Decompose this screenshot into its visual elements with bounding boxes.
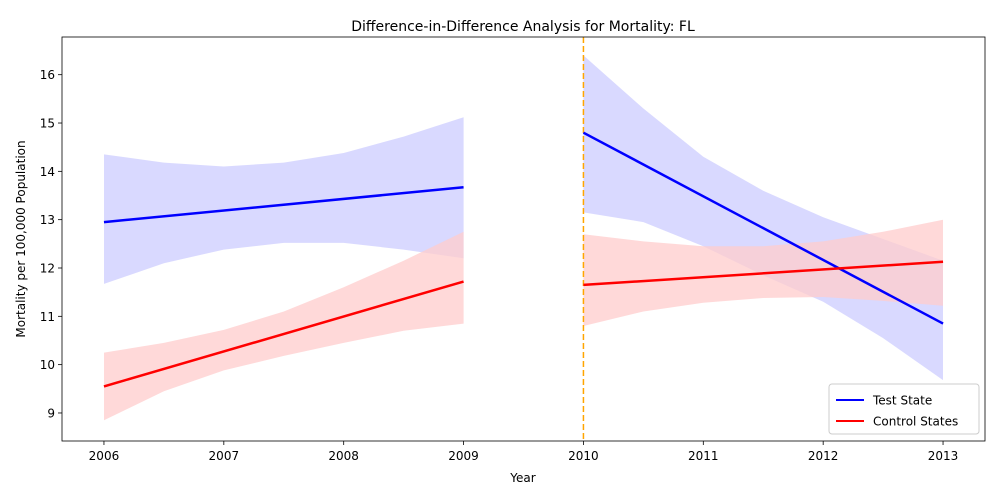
y-tick-label: 12 xyxy=(40,261,55,275)
y-axis-label: Mortality per 100,000 Population xyxy=(14,140,28,337)
x-axis-label: Year xyxy=(509,471,535,485)
y-tick-label: 11 xyxy=(40,310,55,324)
test-state-line-2 xyxy=(582,131,944,325)
x-tick-label: 2011 xyxy=(688,449,719,463)
x-tick-label: 2008 xyxy=(328,449,359,463)
x-tick-label: 2012 xyxy=(808,449,839,463)
y-tick-label: 9 xyxy=(47,406,55,420)
y-tick-label: 16 xyxy=(40,68,55,82)
series-lines xyxy=(103,131,944,388)
chart-title: Difference-in-Difference Analysis for Mo… xyxy=(351,19,695,35)
legend-label-control-states: Control States xyxy=(873,415,958,429)
test-state-line-1 xyxy=(103,186,464,224)
y-axis-ticks: 9 10 11 12 13 14 15 16 xyxy=(40,68,62,420)
legend-label-test-state: Test State xyxy=(872,394,932,408)
y-tick-label: 10 xyxy=(40,358,55,372)
x-tick-label: 2009 xyxy=(448,449,479,463)
x-tick-label: 2006 xyxy=(89,449,120,463)
control-states-line-2 xyxy=(583,260,944,287)
plot-frame xyxy=(61,36,986,442)
control-states-confidence-band-1 xyxy=(104,231,464,421)
y-tick-label: 14 xyxy=(40,165,55,179)
confidence-bands xyxy=(104,55,943,421)
test-state-confidence-band-2 xyxy=(583,55,943,381)
chart-legend: Test State Control States xyxy=(828,383,980,435)
control-states-line-1 xyxy=(103,280,464,388)
y-tick-label: 13 xyxy=(40,213,55,227)
legend-box xyxy=(828,383,980,435)
x-axis-ticks: 2006 2007 2008 2009 2010 2011 2012 2013 xyxy=(89,441,959,463)
x-tick-label: 2010 xyxy=(568,449,599,463)
y-tick-label: 15 xyxy=(40,117,55,131)
x-tick-label: 2013 xyxy=(928,449,959,463)
x-tick-label: 2007 xyxy=(209,449,240,463)
test-state-confidence-band-1 xyxy=(104,117,464,284)
